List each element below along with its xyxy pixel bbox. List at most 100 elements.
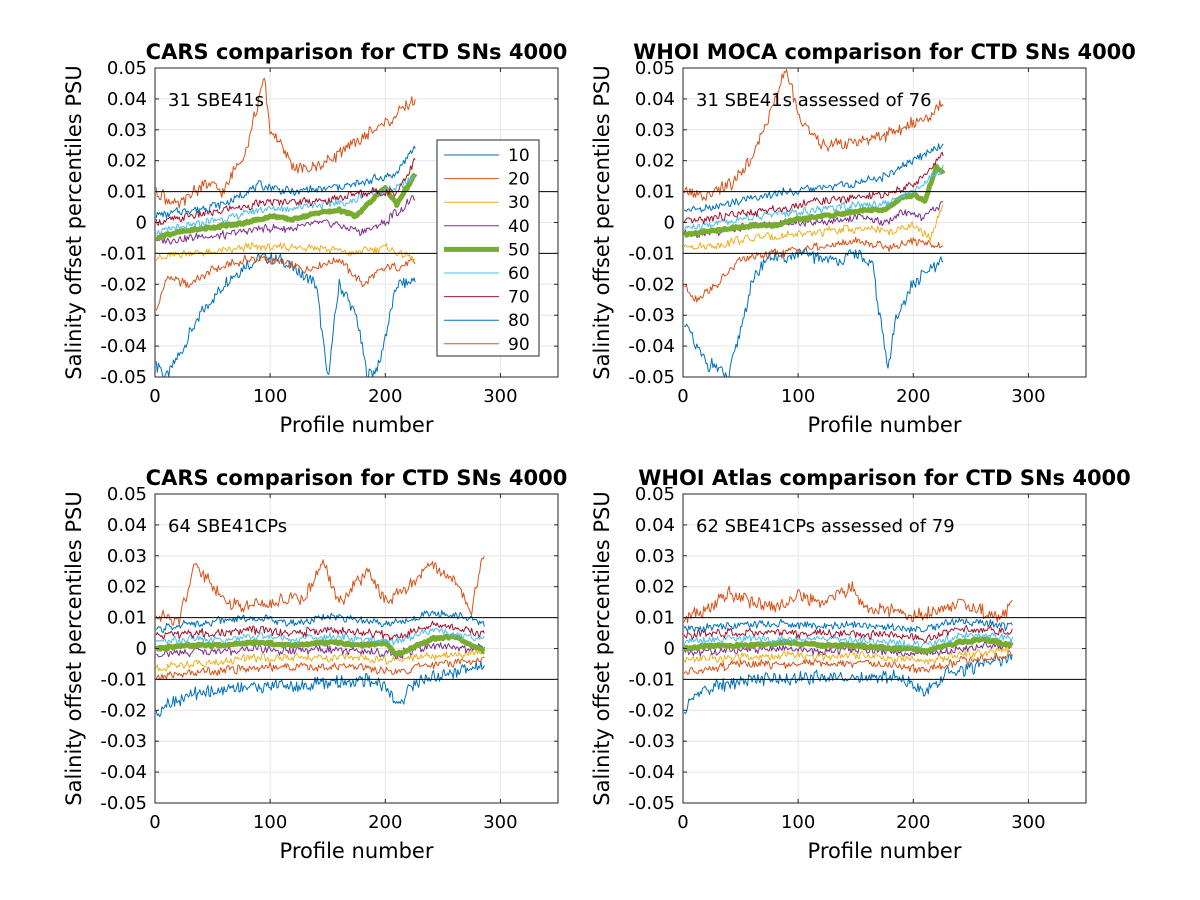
y-axis-label: Salinity offset percentiles PSU <box>62 491 86 805</box>
y-tick-label: 0.01 <box>107 182 147 203</box>
chart-panel-2: 0 100 200 300 -0.05 -0.04 -0.03 -0.02 -0.01 0 0.01… <box>590 40 1136 437</box>
series-line-90 <box>683 580 1013 624</box>
series-line-90 <box>155 77 416 209</box>
series-line-70 <box>683 151 944 225</box>
x-tick-label: 300 <box>1011 386 1045 407</box>
y-tick-label: -0.03 <box>628 731 675 752</box>
y-tick-label: 0 <box>136 213 147 234</box>
annotation-text: 62 SBE41CPs assessed of 79 <box>696 516 955 537</box>
x-axis-label: Profile number <box>280 839 434 863</box>
series-line-30 <box>155 242 416 263</box>
legend-label-80: 80 <box>508 311 530 331</box>
legend-label-70: 70 <box>508 288 530 308</box>
y-tick-label: -0.03 <box>100 305 147 326</box>
series-line-70 <box>155 158 416 226</box>
x-tick-label: 0 <box>149 386 160 407</box>
y-tick-label: -0.02 <box>628 700 675 721</box>
chart-panel-1: 0 100 200 300 -0.05 -0.04 -0.03 -0.02 -0.01 0 0.01… <box>62 40 567 437</box>
series-line-40 <box>155 195 416 245</box>
x-tick-label: 0 <box>677 812 688 833</box>
series-line-90 <box>155 556 485 626</box>
series-group <box>683 68 946 377</box>
series-line-30 <box>155 648 485 672</box>
series-line-40 <box>156 642 485 660</box>
y-tick-label: 0.05 <box>107 484 147 505</box>
series-line-60 <box>683 631 1013 649</box>
series-line-60 <box>683 164 944 231</box>
y-tick-label: -0.05 <box>628 793 675 814</box>
y-tick-label: -0.05 <box>100 793 147 814</box>
x-tick-label: 300 <box>483 386 517 407</box>
series-line-70 <box>683 625 1013 643</box>
chart-title: WHOI MOCA comparison for CTD SNs 4000 <box>633 40 1136 64</box>
chart-title: CARS comparison for CTD SNs 4000 <box>146 40 568 64</box>
series-line-80 <box>683 618 1013 634</box>
legend-label-20: 20 <box>508 170 530 190</box>
y-tick-label: -0.05 <box>100 367 147 388</box>
y-tick-label: 0 <box>664 639 675 660</box>
y-tick-label: 0.02 <box>635 151 675 172</box>
y-tick-label: 0.01 <box>107 608 147 629</box>
annotation-text: 64 SBE41CPs <box>168 516 287 537</box>
x-tick-label: 200 <box>896 386 930 407</box>
y-tick-label: 0.05 <box>107 58 147 79</box>
y-tick-label: -0.01 <box>628 243 675 264</box>
y-tick-label: -0.02 <box>100 274 147 295</box>
y-tick-label: -0.01 <box>100 669 147 690</box>
y-tick-label: 0.04 <box>107 515 147 536</box>
y-tick-label: -0.02 <box>628 274 675 295</box>
series-group <box>155 77 418 377</box>
series-line-60 <box>156 175 416 235</box>
series-line-30 <box>683 645 1013 665</box>
legend-label-60: 60 <box>508 264 530 284</box>
y-tick-label: 0.04 <box>107 89 147 110</box>
y-tick-label: -0.02 <box>100 700 147 721</box>
x-tick-label: 100 <box>781 812 815 833</box>
y-tick-label: 0.02 <box>107 151 147 172</box>
y-tick-label: 0.03 <box>635 120 675 141</box>
x-tick-label: 200 <box>368 386 402 407</box>
annotation-text: 31 SBE41s <box>168 90 264 111</box>
series-line-20 <box>683 650 1013 675</box>
y-tick-label: 0.03 <box>635 546 675 567</box>
chart-panel-3: 0 100 200 300 -0.05 -0.04 -0.03 -0.02 -0.01 0 0.01… <box>62 466 567 863</box>
y-tick-label: -0.04 <box>628 762 675 783</box>
series-line-80 <box>155 145 416 219</box>
x-tick-label: 0 <box>677 386 688 407</box>
legend-label-90: 90 <box>508 335 530 355</box>
y-tick-label: 0.01 <box>635 182 675 203</box>
x-tick-label: 300 <box>1011 812 1045 833</box>
y-tick-label: -0.01 <box>100 243 147 264</box>
x-tick-label: 300 <box>483 812 517 833</box>
y-tick-label: 0 <box>664 213 675 234</box>
series-line-50 <box>683 636 1014 655</box>
y-tick-label: 0.03 <box>107 546 147 567</box>
y-tick-label: 0.05 <box>635 484 675 505</box>
y-tick-label: -0.03 <box>628 305 675 326</box>
x-axis-label: Profile number <box>280 413 434 437</box>
y-tick-label: 0.02 <box>107 577 147 598</box>
series-line-60 <box>155 627 485 646</box>
y-tick-label: 0.05 <box>635 58 675 79</box>
series-line-50 <box>155 172 418 241</box>
legend-label-10: 10 <box>508 146 530 166</box>
y-axis-label: Salinity offset percentiles PSU <box>590 65 614 379</box>
x-tick-label: 100 <box>781 386 815 407</box>
y-tick-label: 0.01 <box>635 608 675 629</box>
legend-label-50: 50 <box>508 240 530 260</box>
x-axis-label: Profile number <box>808 413 962 437</box>
legend-label-40: 40 <box>508 217 530 237</box>
series-line-10 <box>683 247 944 377</box>
series-line-20 <box>155 254 416 311</box>
y-tick-label: 0 <box>136 639 147 660</box>
series-line-10 <box>155 252 416 377</box>
legend-label-30: 30 <box>508 193 530 213</box>
y-axis-label: Salinity offset percentiles PSU <box>62 65 86 379</box>
x-tick-label: 100 <box>253 386 287 407</box>
y-tick-label: 0.04 <box>635 89 675 110</box>
y-tick-label: -0.04 <box>100 762 147 783</box>
series-line-50 <box>155 633 486 658</box>
x-tick-label: 0 <box>149 812 160 833</box>
chart-panel-4: 0 100 200 300 -0.05 -0.04 -0.03 -0.02 -0.01 0 0.01… <box>590 466 1131 863</box>
